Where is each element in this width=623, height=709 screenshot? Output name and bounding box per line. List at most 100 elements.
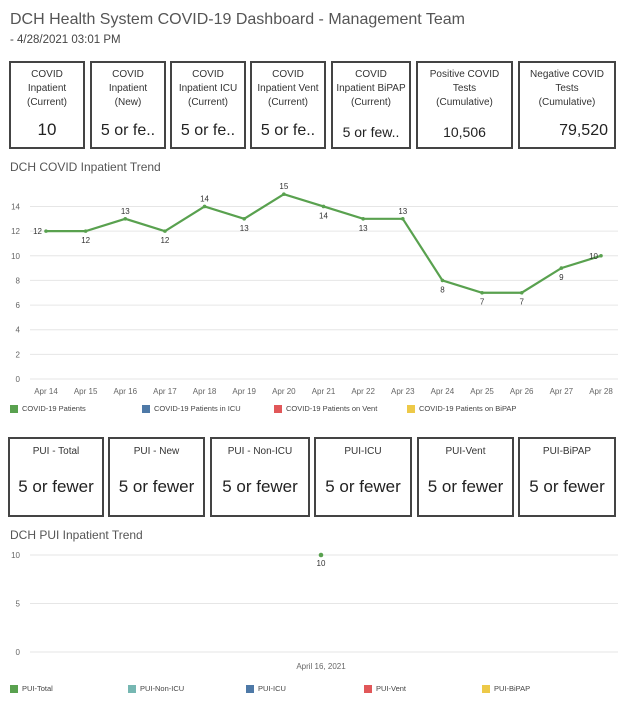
kpi-covid-inpatient-icu[interactable]: COVID Inpatient ICU (Current) 5 or fe.. <box>170 61 246 149</box>
kpi-label: PUI - Total <box>32 446 80 457</box>
kpi-value: 10,506 <box>443 124 486 140</box>
x-tick-label: Apr 14 <box>34 387 58 396</box>
x-tick-label: Apr 24 <box>431 387 455 396</box>
kpi-label: PUI - New <box>133 446 180 457</box>
y-tick-label: 2 <box>16 350 21 359</box>
data-label: 7 <box>519 298 524 307</box>
legend-covid-patients[interactable]: COVID-19 Patients <box>10 404 86 413</box>
kpi-label: PUI-Vent <box>445 446 486 457</box>
y-tick-label: 4 <box>16 326 21 335</box>
covid-inpatient-trend-chart: 0 2 4 6 8 10 12 14 Apr 14 Apr 15 Apr 16 Apr 17 Apr 1… <box>11 182 618 396</box>
kpi-label: PUI-BiPAP <box>542 446 592 457</box>
data-label: 13 <box>240 224 249 233</box>
kpi-value: 5 or fe.. <box>100 122 156 139</box>
kpi-value: 5 or fe.. <box>180 122 236 139</box>
kpi-negative-covid-tests[interactable]: Negative COVID Tests (Cumulative) 79,520 <box>518 61 616 149</box>
data-label: 8 <box>440 285 445 294</box>
data-label: 12 <box>33 227 42 236</box>
legend-swatch <box>407 404 415 413</box>
kpi-pui-vent[interactable]: PUI-Vent 5 or fewer <box>417 437 514 517</box>
data-point <box>559 266 564 270</box>
y-tick-label: 0 <box>16 648 21 657</box>
kpi-pui-non-icu[interactable]: PUI - Non-ICU 5 or fewer <box>210 437 310 517</box>
legend-swatch <box>142 404 150 413</box>
data-point <box>519 290 524 295</box>
legend-swatch <box>482 684 490 693</box>
legend-swatch <box>10 684 18 693</box>
kpi-value: 5 or fewer <box>529 477 605 496</box>
kpi-pui-total[interactable]: PUI - Total 5 or fewer <box>8 437 104 517</box>
x-tick-label: Apr 19 <box>232 387 256 396</box>
legend-label: COVID-19 Patients on Vent <box>286 404 378 413</box>
legend-pui-vent[interactable]: PUI-Vent <box>364 684 406 693</box>
kpi-covid-inpatient-bipap[interactable]: COVID Inpatient BiPAP (Current) 5 or few… <box>331 61 411 149</box>
x-tick-label: Apr 28 <box>589 387 613 396</box>
kpi-value: 5 or fewer <box>325 477 401 496</box>
kpi-pui-new[interactable]: PUI - New 5 or fewer <box>108 437 205 517</box>
data-label: 12 <box>81 236 90 245</box>
y-tick-label: 12 <box>11 227 20 236</box>
kpi-value: 5 or fewer <box>222 477 298 496</box>
data-point <box>400 217 405 221</box>
data-label: 9 <box>559 273 564 282</box>
legend-covid-vent[interactable]: COVID-19 Patients on Vent <box>274 404 377 413</box>
data-point <box>242 217 247 221</box>
legend-pui-bipap[interactable]: PUI-BiPAP <box>482 684 530 693</box>
data-point <box>480 290 484 295</box>
y-tick-label: 10 <box>11 252 20 261</box>
kpi-covid-inpatient-new[interactable]: COVID Inpatient (New) 5 or fe.. <box>90 61 166 149</box>
kpi-label: Negative COVID Tests (Cumulative) <box>530 69 604 108</box>
x-tick-label: Apr 26 <box>510 387 534 396</box>
data-point <box>321 204 326 209</box>
kpi-covid-inpatient-vent[interactable]: COVID Inpatient Vent (Current) 5 or fe.. <box>250 61 326 149</box>
data-label: 10 <box>589 252 598 261</box>
kpi-positive-covid-tests[interactable]: Positive COVID Tests (Cumulative) 10,506 <box>416 61 513 149</box>
data-label: 14 <box>319 211 328 220</box>
kpi-value: 79,520 <box>559 122 608 139</box>
data-label: 10 <box>317 559 326 568</box>
legend-covid-icu[interactable]: COVID-19 Patients in ICU <box>142 404 241 413</box>
legend-label: COVID-19 Patients in ICU <box>154 404 241 413</box>
dashboard-title: DCH Health System COVID-19 Dashboard - M… <box>10 11 465 28</box>
kpi-label: COVID Inpatient (New) <box>108 69 148 108</box>
legend-label: PUI-BiPAP <box>494 684 531 693</box>
data-point <box>123 217 128 221</box>
y-tick-label: 6 <box>16 301 21 310</box>
kpi-label: COVID Inpatient Vent (Current) <box>257 69 319 108</box>
x-tick-label: Apr 23 <box>391 387 415 396</box>
x-tick-label: Apr 27 <box>550 387 574 396</box>
y-tick-label: 10 <box>11 551 20 560</box>
data-point-pui-total <box>318 552 324 558</box>
legend-swatch <box>128 684 136 693</box>
data-point <box>202 204 207 209</box>
legend-covid-bipap[interactable]: COVID-19 Patients on BiPAP <box>407 404 516 413</box>
covid-trend-title: DCH COVID Inpatient Trend <box>10 160 161 174</box>
kpi-value: 5 or fewer <box>18 477 94 496</box>
kpi-pui-bipap[interactable]: PUI-BiPAP 5 or fewer <box>518 437 616 517</box>
dashboard-timestamp: - 4/28/2021 03:01 PM <box>10 34 121 46</box>
kpi-label: COVID Inpatient BiPAP (Current) <box>336 69 406 108</box>
data-label: 13 <box>398 207 407 216</box>
x-tick-label: Apr 25 <box>470 387 494 396</box>
data-point <box>361 217 365 221</box>
y-tick-label: 0 <box>16 375 21 384</box>
data-label: 7 <box>480 298 485 307</box>
x-tick-label: Apr 22 <box>351 387 375 396</box>
legend-pui-non-icu[interactable]: PUI-Non-ICU <box>128 684 184 693</box>
legend-swatch <box>274 404 282 413</box>
x-tick-label: Apr 15 <box>74 387 98 396</box>
data-label: 13 <box>121 207 130 216</box>
x-tick-label: Apr 17 <box>153 387 177 396</box>
legend-swatch <box>10 404 18 413</box>
data-point <box>282 192 286 196</box>
legend-pui-total[interactable]: PUI-Total <box>10 684 53 693</box>
kpi-label: COVID Inpatient ICU (Current) <box>178 69 238 108</box>
legend-label: PUI-ICU <box>258 684 286 693</box>
kpi-value: 5 or fewer <box>427 477 504 496</box>
kpi-pui-icu[interactable]: PUI-ICU 5 or fewer <box>314 437 412 517</box>
kpi-covid-inpatient-current[interactable]: COVID Inpatient (Current) 10 <box>9 61 85 149</box>
y-tick-label: 5 <box>16 600 21 609</box>
legend-pui-icu[interactable]: PUI-ICU <box>246 684 286 693</box>
pui-trend-title: DCH PUI Inpatient Trend <box>10 528 143 542</box>
x-tick-label: Apr 21 <box>312 387 336 396</box>
